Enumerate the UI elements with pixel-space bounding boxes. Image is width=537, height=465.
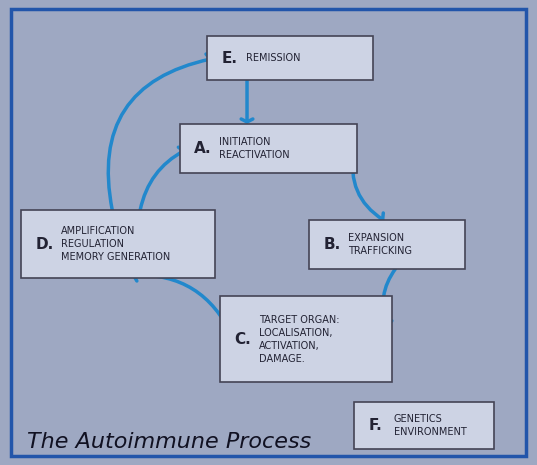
FancyBboxPatch shape — [207, 36, 373, 80]
Text: The Autoimmune Process: The Autoimmune Process — [27, 432, 311, 452]
FancyBboxPatch shape — [21, 210, 215, 278]
Text: GENETICS
ENVIRONMENT: GENETICS ENVIRONMENT — [394, 414, 466, 437]
FancyBboxPatch shape — [180, 124, 357, 173]
FancyBboxPatch shape — [309, 220, 465, 269]
FancyBboxPatch shape — [354, 402, 494, 449]
Text: D.: D. — [36, 237, 54, 252]
FancyBboxPatch shape — [220, 297, 392, 382]
Text: C.: C. — [235, 332, 251, 347]
Text: E.: E. — [221, 51, 237, 66]
Text: REMISSION: REMISSION — [246, 53, 300, 63]
Text: TARGET ORGAN:
LOCALISATION,
ACTIVATION,
DAMAGE.: TARGET ORGAN: LOCALISATION, ACTIVATION, … — [259, 315, 340, 364]
Text: F.: F. — [369, 418, 383, 433]
Text: A.: A. — [194, 141, 212, 156]
Text: B.: B. — [323, 237, 340, 252]
Text: EXPANSION
TRAFFICKING: EXPANSION TRAFFICKING — [348, 232, 412, 256]
Text: INITIATION
REACTIVATION: INITIATION REACTIVATION — [219, 137, 290, 160]
Text: AMPLIFICATION
REGULATION
MEMORY GENERATION: AMPLIFICATION REGULATION MEMORY GENERATI… — [61, 226, 170, 262]
